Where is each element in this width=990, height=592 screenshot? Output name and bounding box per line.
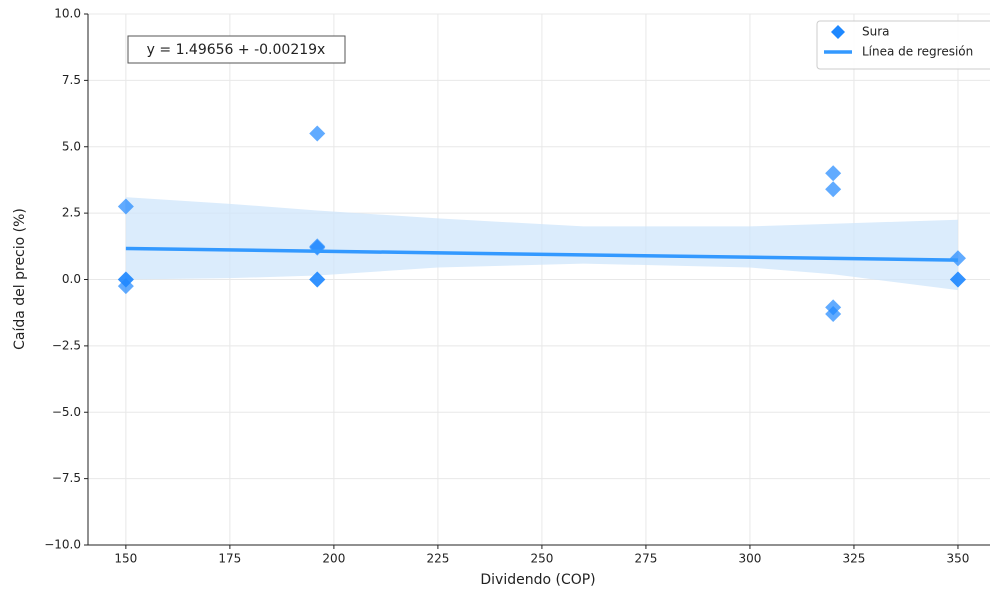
scatter-point <box>949 250 966 267</box>
y-tick-label: 2.5 <box>62 206 81 220</box>
x-tick-label: 350 <box>947 552 970 566</box>
scatter-point <box>309 271 326 288</box>
x-tick-label: 250 <box>530 552 553 566</box>
scatter-point <box>825 165 842 182</box>
annotation: y = 1.49656 + -0.00219x <box>147 42 326 58</box>
y-tick-label: 10.0 <box>54 7 81 21</box>
y-tick-label: 7.5 <box>62 73 81 87</box>
x-tick-label: 225 <box>426 552 449 566</box>
annotation-box <box>127 35 346 64</box>
legend-label: Línea de regresión <box>862 45 973 59</box>
legend-box <box>816 20 990 70</box>
y-tick-label: 5.0 <box>62 139 81 153</box>
y-tick-label: −2.5 <box>52 338 81 352</box>
y-tick-label: −5.0 <box>52 405 81 419</box>
x-tick-label: 150 <box>114 552 137 566</box>
y-tick-label: −7.5 <box>52 471 81 485</box>
x-tick-label: 300 <box>738 552 761 566</box>
confidence-band <box>125 197 958 291</box>
regression-line <box>125 246 958 262</box>
x-tick-label: 175 <box>218 552 241 566</box>
y-tick-label: 0.0 <box>62 272 81 286</box>
x-tick-label: 275 <box>634 552 657 566</box>
x-axis-label: Dividendo (COP) <box>480 572 595 588</box>
legend-marker <box>831 25 845 39</box>
scatter-point <box>825 306 842 323</box>
scatter-point <box>117 198 134 215</box>
x-tick-label: 200 <box>322 552 345 566</box>
y-tick-label: −10.0 <box>44 538 81 552</box>
y-axis-label: Caída del precio (%) <box>12 208 28 350</box>
x-tick-label: 325 <box>842 552 865 566</box>
scatter-point <box>309 125 326 142</box>
scatter-point <box>825 181 842 198</box>
scatter-point <box>117 278 134 295</box>
legend-label: Sura <box>862 25 890 39</box>
scatter-point <box>949 271 966 288</box>
